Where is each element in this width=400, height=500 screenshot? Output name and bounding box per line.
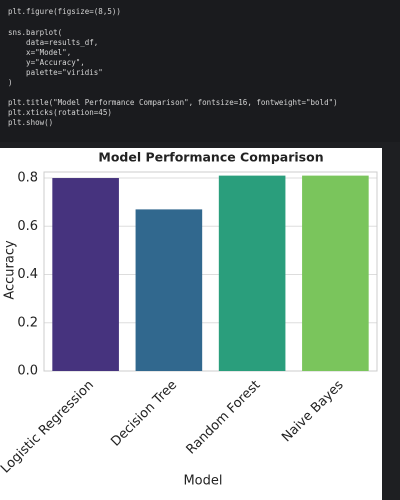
plot-frame: [43, 171, 378, 372]
code-line: sns.barplot(: [8, 28, 62, 37]
code-line: ): [8, 78, 13, 87]
bar: [302, 175, 369, 371]
code-line: plt.show(): [8, 118, 53, 127]
code-line: y="Accuracy",: [8, 58, 85, 67]
chart-title: Model Performance Comparison: [98, 150, 323, 165]
bar: [52, 178, 119, 371]
code-line: plt.xticks(rotation=45): [8, 108, 112, 117]
code-line: plt.title("Model Performance Comparison"…: [8, 98, 338, 107]
code-line: plt.figure(figsize=(8,5)): [8, 7, 121, 16]
y-tick-label: 0.8: [17, 171, 38, 186]
bar: [218, 175, 286, 371]
code-cell: [0, 0, 400, 142]
y-axis-label: Accuracy: [3, 240, 18, 300]
y-tick-label: 0.4: [17, 267, 38, 282]
bar: [135, 209, 203, 371]
code-line: data=results_df,: [8, 38, 98, 47]
y-tick-label: 0.6: [17, 219, 38, 234]
y-tick-label: 0.0: [17, 364, 38, 379]
code-line: x="Model",: [8, 48, 71, 57]
code-line: palette="viridis": [8, 68, 103, 77]
y-tick-label: 0.2: [17, 315, 38, 330]
x-axis-label: Model: [183, 474, 222, 489]
